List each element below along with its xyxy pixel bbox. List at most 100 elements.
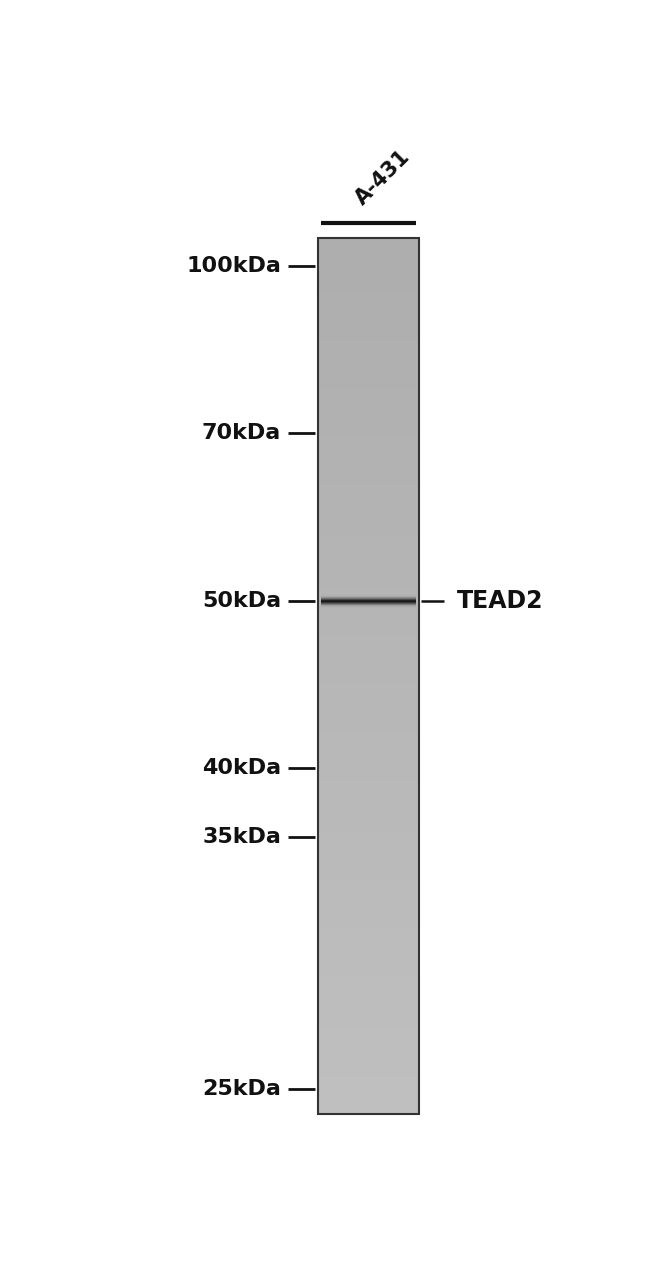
Bar [318, 352, 419, 355]
Bar [318, 1070, 419, 1073]
Bar [318, 646, 419, 650]
Bar [318, 251, 419, 253]
Bar [318, 364, 419, 366]
Text: A-431: A-431 [352, 146, 414, 208]
Bar [318, 758, 419, 761]
Bar [318, 542, 419, 545]
Bar [318, 589, 419, 591]
Bar [318, 1043, 419, 1047]
Bar [318, 311, 419, 315]
Bar [318, 846, 419, 848]
Bar [318, 306, 419, 308]
Bar [318, 907, 419, 910]
Bar [318, 238, 419, 1114]
Bar [318, 965, 419, 968]
Bar [318, 988, 419, 991]
Bar [318, 247, 419, 251]
Bar [318, 370, 419, 373]
Bar [318, 662, 419, 664]
Bar [318, 600, 419, 603]
Bar [318, 711, 419, 714]
Bar [318, 708, 419, 711]
Bar [318, 283, 419, 285]
Bar [318, 1103, 419, 1105]
Bar [318, 1108, 419, 1112]
Bar [318, 366, 419, 370]
Bar [318, 460, 419, 463]
Bar [318, 559, 419, 563]
Bar [318, 979, 419, 983]
Bar [318, 361, 419, 364]
Bar [318, 807, 419, 811]
Bar [318, 756, 419, 758]
Bar [318, 290, 419, 294]
Bar [318, 1009, 419, 1011]
Bar [318, 898, 419, 901]
Bar [318, 607, 419, 609]
Bar [318, 455, 419, 457]
Bar [318, 582, 419, 586]
Bar [318, 673, 419, 676]
Bar [318, 294, 419, 297]
Bar [318, 577, 419, 580]
Bar [318, 519, 419, 522]
Bar [318, 743, 419, 747]
Bar [318, 921, 419, 924]
Bar [318, 962, 419, 965]
Bar [318, 614, 419, 618]
Bar [318, 630, 419, 632]
Bar [318, 1018, 419, 1020]
Bar [318, 490, 419, 492]
Bar [318, 279, 419, 283]
Bar [318, 678, 419, 682]
Bar [318, 924, 419, 928]
Bar [318, 391, 419, 393]
Bar [318, 565, 419, 568]
Bar [318, 752, 419, 756]
Bar [318, 563, 419, 565]
Bar [318, 350, 419, 352]
Bar [318, 639, 419, 641]
Bar [318, 1032, 419, 1036]
Bar [318, 595, 419, 598]
Bar [318, 781, 419, 784]
Bar [318, 495, 419, 499]
Bar [318, 714, 419, 717]
Bar [318, 402, 419, 405]
Bar [318, 448, 419, 451]
Bar [318, 1055, 419, 1059]
Bar [318, 731, 419, 735]
Bar [318, 515, 419, 519]
Bar [318, 501, 419, 504]
Bar [318, 799, 419, 802]
Bar [318, 685, 419, 687]
Bar [318, 1059, 419, 1061]
Text: 70kDa: 70kDa [202, 423, 281, 443]
Bar [318, 935, 419, 939]
Bar [318, 238, 419, 242]
Bar [318, 717, 419, 720]
Bar [318, 437, 419, 439]
Bar [318, 880, 419, 883]
Bar [318, 878, 419, 880]
Bar [318, 983, 419, 986]
Bar [318, 1047, 419, 1050]
Bar [318, 869, 419, 871]
Bar [318, 492, 419, 495]
Bar [318, 779, 419, 781]
Bar [318, 831, 419, 834]
Bar [318, 285, 419, 288]
Bar [318, 603, 419, 607]
Bar [318, 644, 419, 646]
Bar [318, 483, 419, 487]
Bar [318, 591, 419, 595]
Bar [318, 258, 419, 262]
Bar [318, 795, 419, 799]
Bar [318, 687, 419, 691]
Bar [318, 425, 419, 428]
Bar [318, 915, 419, 919]
Bar [318, 387, 419, 391]
Bar [318, 428, 419, 430]
Bar [318, 1050, 419, 1052]
Bar [318, 384, 419, 387]
